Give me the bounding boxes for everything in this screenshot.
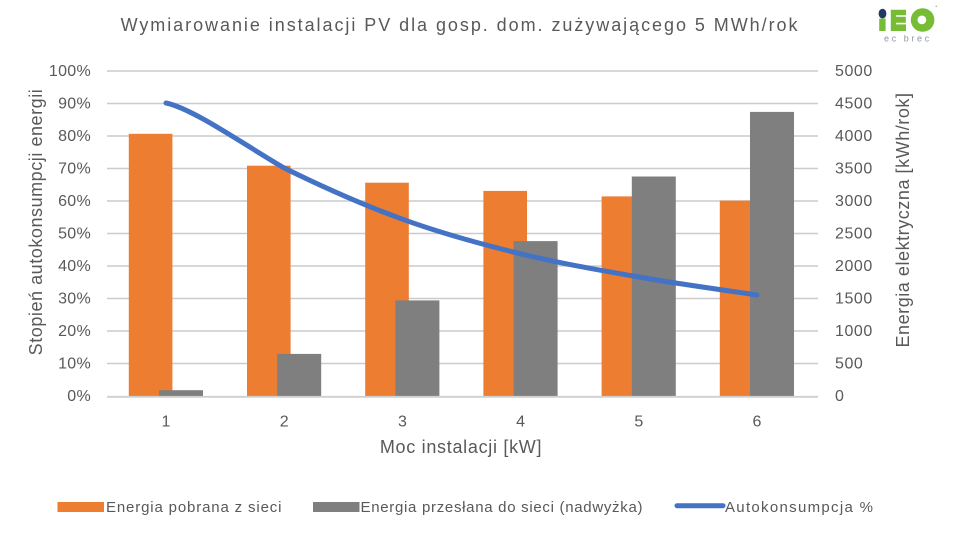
svg-text:10%: 10%	[58, 356, 91, 373]
svg-text:Energia przesłana do sieci (na: Energia przesłana do sieci (nadwyżka)	[361, 499, 644, 516]
svg-text:0%: 0%	[67, 388, 91, 405]
svg-text:4500: 4500	[835, 96, 873, 113]
svg-text:1: 1	[162, 414, 171, 431]
svg-text:6: 6	[753, 414, 762, 431]
svg-text:Stopień autokonsumpcji energii: Stopień autokonsumpcji energii	[26, 89, 46, 356]
svg-text:20%: 20%	[58, 323, 91, 340]
svg-text:Energia elektryczna [kWh/rok]: Energia elektryczna [kWh/rok]	[893, 92, 913, 347]
svg-text:Autokonsumpcja %: Autokonsumpcja %	[725, 499, 874, 516]
svg-text:80%: 80%	[58, 128, 91, 145]
svg-text:50%: 50%	[58, 226, 91, 243]
svg-text:3000: 3000	[835, 193, 873, 210]
svg-text:2: 2	[280, 414, 289, 431]
svg-text:ec brec: ec brec	[884, 34, 932, 44]
svg-text:90%: 90%	[58, 96, 91, 113]
svg-text:Moc instalacji [kW]: Moc instalacji [kW]	[380, 437, 542, 457]
svg-text:70%: 70%	[58, 161, 91, 178]
svg-text:4: 4	[516, 414, 525, 431]
svg-text:5: 5	[634, 414, 643, 431]
svg-text:0: 0	[835, 388, 844, 405]
svg-text:30%: 30%	[58, 291, 91, 308]
svg-text:60%: 60%	[58, 193, 91, 210]
svg-text:Wymiarowanie instalacji PV dla: Wymiarowanie instalacji PV dla gosp. dom…	[121, 15, 800, 35]
svg-text:500: 500	[835, 356, 863, 373]
svg-text:100%: 100%	[49, 63, 91, 80]
svg-text:1000: 1000	[835, 323, 873, 340]
svg-text:3500: 3500	[835, 161, 873, 178]
svg-text:40%: 40%	[58, 258, 91, 275]
svg-text:4000: 4000	[835, 128, 873, 145]
svg-text:3: 3	[398, 414, 407, 431]
svg-text:2500: 2500	[835, 226, 873, 243]
svg-text:Energia pobrana z sieci: Energia pobrana z sieci	[106, 499, 282, 516]
svg-text:5000: 5000	[835, 63, 873, 80]
svg-text:2000: 2000	[835, 258, 873, 275]
svg-text:1500: 1500	[835, 291, 873, 308]
